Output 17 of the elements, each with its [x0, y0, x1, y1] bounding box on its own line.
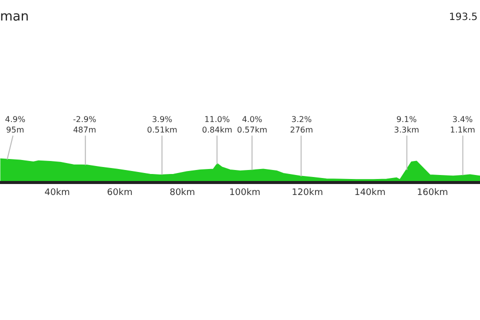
x-tick-label: 60km [107, 188, 132, 198]
annotation: 4.0% 0.57km [237, 115, 268, 134]
annotation: 11.0% 0.84km [202, 115, 232, 134]
x-tick-label: 160km [416, 188, 448, 198]
x-tick-label: 140km [354, 188, 386, 198]
annotation: 4.9% 95m [5, 115, 26, 134]
x-tick-label: 40km [44, 188, 70, 198]
annotation: 3.9% 0.51km [147, 115, 178, 134]
annotation: 3.2% 276m [290, 115, 314, 134]
x-tick-label: 100km [229, 188, 260, 198]
annotation: -2.9% 487m [73, 115, 97, 134]
chart-title: man [0, 9, 29, 24]
annotation: 9.1% 3.3km [394, 115, 420, 134]
x-tick-label: 120km [292, 188, 323, 198]
x-tick-label: 80km [170, 188, 196, 198]
chart-subtitle: 193.5 [449, 12, 478, 23]
annotation: 3.4% 1.1km [450, 115, 476, 134]
